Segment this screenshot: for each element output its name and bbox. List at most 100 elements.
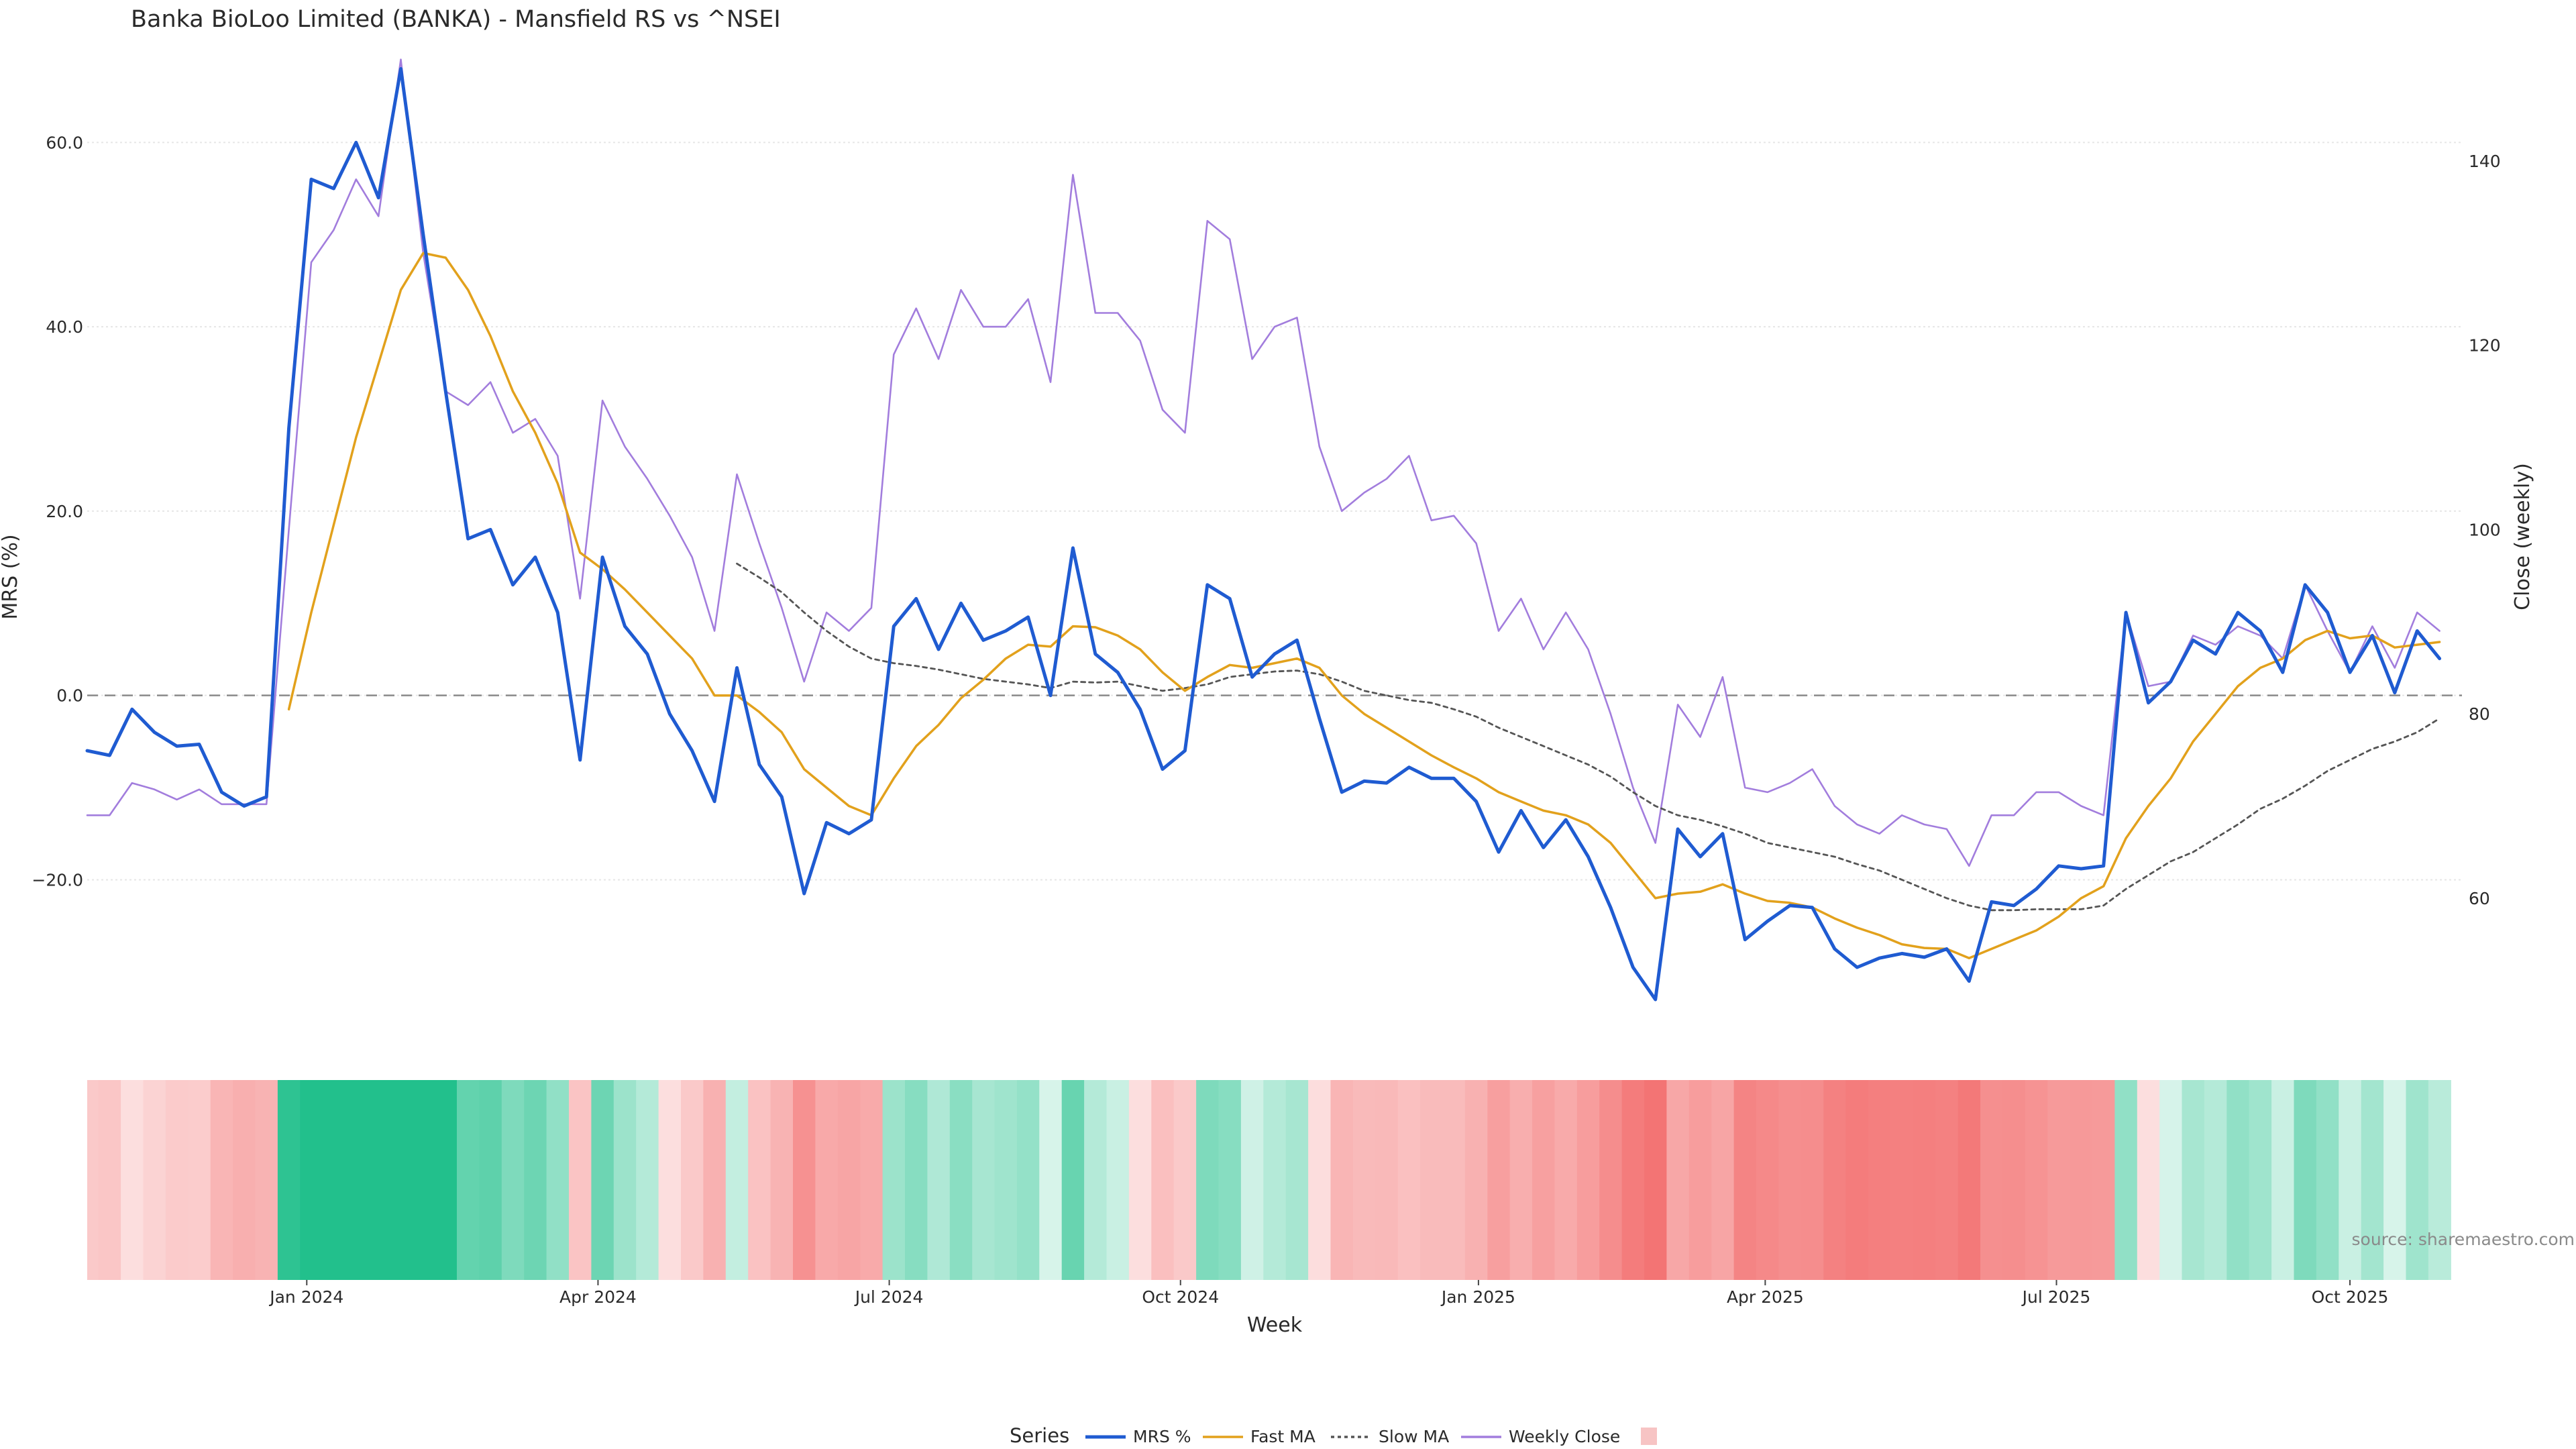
x-tick-label: Jul 2024 [854,1287,924,1307]
heat-cell [1330,1080,1354,1280]
heat-cell [1666,1080,1690,1280]
heat-cell [2025,1080,2048,1280]
heat-cell [434,1080,458,1280]
heat-cell [725,1080,749,1280]
heat-cell [882,1080,906,1280]
heat-cell [1621,1080,1645,1280]
legend: Series MRS % Fast MA Slow MA Weekly Close [1010,1424,1657,1447]
heat-cell [1016,1080,1040,1280]
legend-label-0: MRS % [1133,1427,1191,1446]
heat-cell [1711,1080,1735,1280]
heat-cell [1957,1080,1981,1280]
heat-cell [1285,1080,1309,1280]
heat-cell [1688,1080,1712,1280]
heat-cell [1644,1080,1667,1280]
y-tick-label: 40.0 [46,317,83,337]
y-tick-label: −20.0 [32,870,83,890]
heat-cell [2002,1080,2026,1280]
heat-cell [1218,1080,1242,1280]
heat-cell [972,1080,996,1280]
heat-cell [165,1080,189,1280]
heat-cell [748,1080,771,1280]
heat-cell [770,1080,794,1280]
right-axis-title: Close (weekly) [2511,463,2534,610]
heat-cell [793,1080,816,1280]
heat-cell [2316,1080,2339,1280]
y2-tick-label: 120 [2469,336,2501,356]
heat-cell [322,1080,345,1280]
heat-cell [233,1080,256,1280]
heat-cell [1509,1080,1533,1280]
heat-cell [1352,1080,1376,1280]
heat-cell [949,1080,973,1280]
heat-cell [1173,1080,1197,1280]
x-tick-label: Apr 2024 [559,1287,637,1307]
heat-cell [927,1080,951,1280]
heat-cell [703,1080,727,1280]
heat-cell [815,1080,839,1280]
x-tick-label: Apr 2025 [1727,1287,1804,1307]
legend-label-3: Weekly Close [1509,1427,1620,1446]
heat-cell [1397,1080,1421,1280]
heat-cell [1084,1080,1108,1280]
heat-cell [1487,1080,1511,1280]
heat-cell [2182,1080,2205,1280]
y2-tick-label: 60 [2469,889,2490,908]
legend-heat-swatch [1641,1428,1657,1445]
heat-cell [412,1080,435,1280]
heat-cell [2271,1080,2295,1280]
mrs-heat-strip [87,1080,2451,1280]
heat-cell [2204,1080,2227,1280]
heat-cell [1868,1080,1891,1280]
legend-label-1: Fast MA [1250,1427,1316,1446]
heat-cell [613,1080,637,1280]
y-tick-label: 20.0 [46,502,83,521]
heat-cell [2428,1080,2451,1280]
left-axis-ticks: 60.0 40.0 20.0 0.0 −20.0 [32,133,83,890]
heat-cell [2137,1080,2160,1280]
heat-cell [1442,1080,1466,1280]
heat-cell [210,1080,233,1280]
heat-cell [1801,1080,1824,1280]
heat-cell [1554,1080,1578,1280]
series-line-weekly-close [86,58,2440,867]
heat-cell [389,1080,413,1280]
heat-cell [1420,1080,1444,1280]
heat-cell [2226,1080,2250,1280]
heat-cell [1240,1080,1264,1280]
series-line-slow-ma [736,562,2440,912]
heat-cell [837,1080,861,1280]
heat-cell [479,1080,502,1280]
heat-cell [2047,1080,2071,1280]
y-tick-label: 60.0 [46,133,83,152]
heat-cell [1823,1080,1847,1280]
heat-cell [860,1080,883,1280]
chart-title: Banka BioLoo Limited (BANKA) - Mansfield… [131,6,781,33]
x-axis-ticks: Jan 2024 Apr 2024 Jul 2024 Oct 2024 Jan 2025… [268,1280,2388,1307]
x-axis-title: Week [1247,1313,1303,1337]
series-line-mrs [85,67,2442,1002]
series-layer [85,58,2442,1002]
heat-cell [994,1080,1018,1280]
heat-cell [1196,1080,1220,1280]
y2-tick-label: 140 [2469,152,2501,171]
heat-cell [1039,1080,1063,1280]
heat-cell [569,1080,592,1280]
heat-cell [1106,1080,1130,1280]
heat-cell [2114,1080,2138,1280]
heat-cell [2406,1080,2429,1280]
heat-cell [1890,1080,1914,1280]
heat-cell [255,1080,278,1280]
heat-cell [143,1080,166,1280]
heat-cell [121,1080,144,1280]
legend-title: Series [1010,1424,1069,1447]
heat-cell [1375,1080,1399,1280]
heat-cell [457,1080,480,1280]
heat-cell [1599,1080,1623,1280]
heat-cell [277,1080,301,1280]
heat-cell [1576,1080,1600,1280]
heat-cell [87,1080,99,1280]
heat-cell [1128,1080,1152,1280]
heat-cell [1756,1080,1779,1280]
